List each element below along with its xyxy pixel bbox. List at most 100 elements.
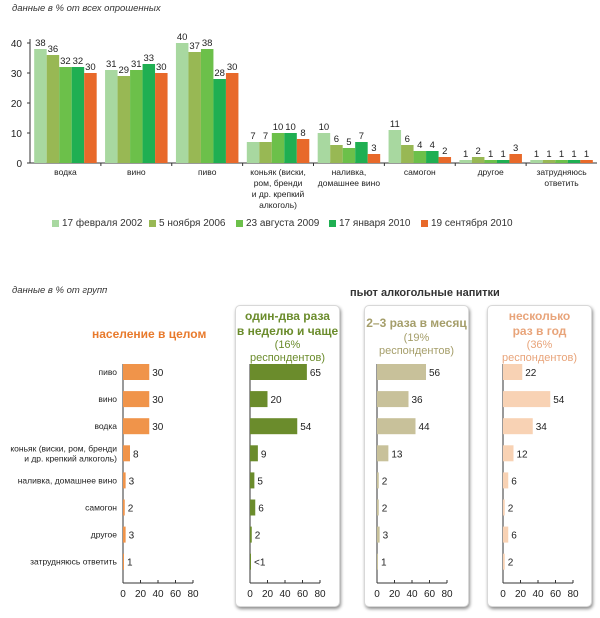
bar-value-label: 29 bbox=[119, 65, 130, 76]
bar bbox=[117, 76, 131, 163]
x-category-label: затрудняюсь bbox=[536, 167, 587, 177]
bar bbox=[259, 142, 272, 163]
bar-value-label: 1 bbox=[488, 149, 493, 160]
bar bbox=[200, 49, 214, 163]
bar-value-label: 4 bbox=[417, 140, 422, 151]
bar bbox=[213, 79, 226, 163]
bar bbox=[330, 145, 343, 163]
bar-value-label: 32 bbox=[73, 56, 84, 67]
bar-value-label: 33 bbox=[144, 53, 155, 64]
bar-value-label: 1 bbox=[501, 149, 506, 160]
bar-value-label: 6 bbox=[405, 134, 410, 145]
category-label: затрудняюсь ответить bbox=[30, 557, 117, 567]
bar-value-label: 1 bbox=[559, 149, 564, 160]
bar bbox=[123, 364, 150, 380]
x-category-label: ответить bbox=[544, 178, 579, 188]
population-title: население в целом bbox=[92, 327, 207, 341]
bar bbox=[484, 160, 497, 163]
drinkers-title: пьют алкогольные напитки bbox=[350, 287, 500, 299]
x-category-label: и др. крепкий bbox=[252, 189, 305, 199]
x-tick-label: 0 bbox=[120, 589, 126, 600]
category-label: вино bbox=[98, 394, 117, 404]
legend-swatch bbox=[52, 220, 59, 227]
bar bbox=[123, 472, 126, 489]
bar bbox=[509, 154, 522, 163]
bar-value-label: 10 bbox=[319, 122, 330, 133]
bar-value-label: 36 bbox=[48, 44, 59, 55]
bar-value-label: 3 bbox=[513, 143, 518, 154]
yearly-title-line1: несколько bbox=[508, 309, 571, 323]
x-tick-label: 20 bbox=[135, 589, 147, 600]
bar bbox=[438, 157, 452, 163]
bar bbox=[123, 499, 125, 516]
monthly-group-box: 2–3 раза в месяц (19% респондентов) bbox=[364, 305, 469, 607]
weekly-group-box: один-два раза в неделю и чаще (16% респо… bbox=[235, 305, 340, 607]
bar-value-label: 30 bbox=[85, 62, 96, 73]
x-tick-label: 60 bbox=[170, 589, 182, 600]
bar bbox=[246, 142, 260, 163]
bar bbox=[388, 130, 402, 163]
bar-value-label: 30 bbox=[152, 368, 164, 379]
bar bbox=[355, 142, 368, 163]
legend-swatch bbox=[329, 220, 336, 227]
bar-value-label: 1 bbox=[584, 149, 589, 160]
bar-value-label: 1 bbox=[571, 149, 576, 160]
weekly-title-line1: один-два раза bbox=[245, 309, 330, 323]
category-label: самогон bbox=[85, 503, 117, 513]
bar-value-label: 38 bbox=[35, 38, 46, 49]
bar bbox=[123, 445, 130, 462]
legend-label: 5 ноября 2006 bbox=[159, 218, 226, 229]
x-tick-label: 40 bbox=[152, 589, 164, 600]
bar-value-label: 2 bbox=[442, 146, 447, 157]
bar-value-label: 2 bbox=[476, 146, 481, 157]
yearly-group-box: несколько раз в год (36% респондентов) bbox=[487, 305, 592, 607]
bar-value-label: 5 bbox=[346, 137, 351, 148]
legend-item: 23 августа 2009 bbox=[236, 218, 319, 229]
legend-item: 17 января 2010 bbox=[329, 218, 411, 229]
bar-value-label: 10 bbox=[273, 122, 284, 133]
bar bbox=[317, 133, 331, 163]
chart-legend: 17 февраля 2002 5 ноября 2006 23 августа… bbox=[0, 218, 600, 236]
weekly-title-line2: в неделю и чаще bbox=[236, 324, 339, 338]
bar-value-label: 1 bbox=[546, 149, 551, 160]
legend-label: 23 августа 2009 bbox=[246, 218, 320, 229]
bar bbox=[175, 43, 189, 163]
legend-swatch bbox=[149, 220, 156, 227]
bar-value-label: 31 bbox=[131, 59, 142, 70]
bar bbox=[580, 160, 593, 163]
y-tick-label: 40 bbox=[11, 39, 23, 50]
bar-value-label: 30 bbox=[227, 62, 238, 73]
x-category-label: алкоголь) bbox=[259, 200, 297, 210]
bar-value-label: 32 bbox=[60, 56, 71, 67]
bar bbox=[271, 133, 285, 163]
bar-value-label: 8 bbox=[300, 128, 305, 139]
category-label: пиво bbox=[99, 367, 118, 377]
bar bbox=[84, 73, 97, 163]
category-label: другое bbox=[91, 530, 117, 540]
bar-value-label: 4 bbox=[430, 140, 435, 151]
bar bbox=[142, 64, 156, 163]
bar bbox=[459, 160, 472, 163]
bar bbox=[155, 73, 168, 163]
legend-label: 17 февраля 2002 bbox=[62, 218, 143, 229]
bar bbox=[496, 160, 510, 163]
monthly-subtitle: (19% респондентов) bbox=[378, 332, 455, 357]
bar-value-label: 8 bbox=[133, 449, 139, 460]
bar-value-label: 30 bbox=[156, 62, 167, 73]
yearly-subtitle: (36% респондентов) bbox=[501, 339, 578, 364]
legend-item: 5 ноября 2006 bbox=[149, 218, 225, 229]
monthly-title: 2–3 раза в месяц bbox=[366, 316, 467, 330]
x-category-label: коньяк (виски, bbox=[250, 167, 306, 177]
bar-value-label: 40 bbox=[177, 32, 188, 43]
bar bbox=[123, 391, 150, 408]
bar bbox=[413, 151, 427, 163]
bar bbox=[401, 145, 414, 163]
category-label: и др. крепкий алкоголь) bbox=[24, 453, 117, 463]
bar-value-label: 3 bbox=[371, 143, 376, 154]
bar bbox=[567, 160, 581, 163]
bar-value-label: 31 bbox=[106, 59, 117, 70]
x-category-label: пиво bbox=[198, 167, 217, 177]
legend-item: 19 сентября 2010 bbox=[421, 218, 513, 229]
bar bbox=[542, 160, 556, 163]
x-tick-label: 80 bbox=[187, 589, 199, 600]
